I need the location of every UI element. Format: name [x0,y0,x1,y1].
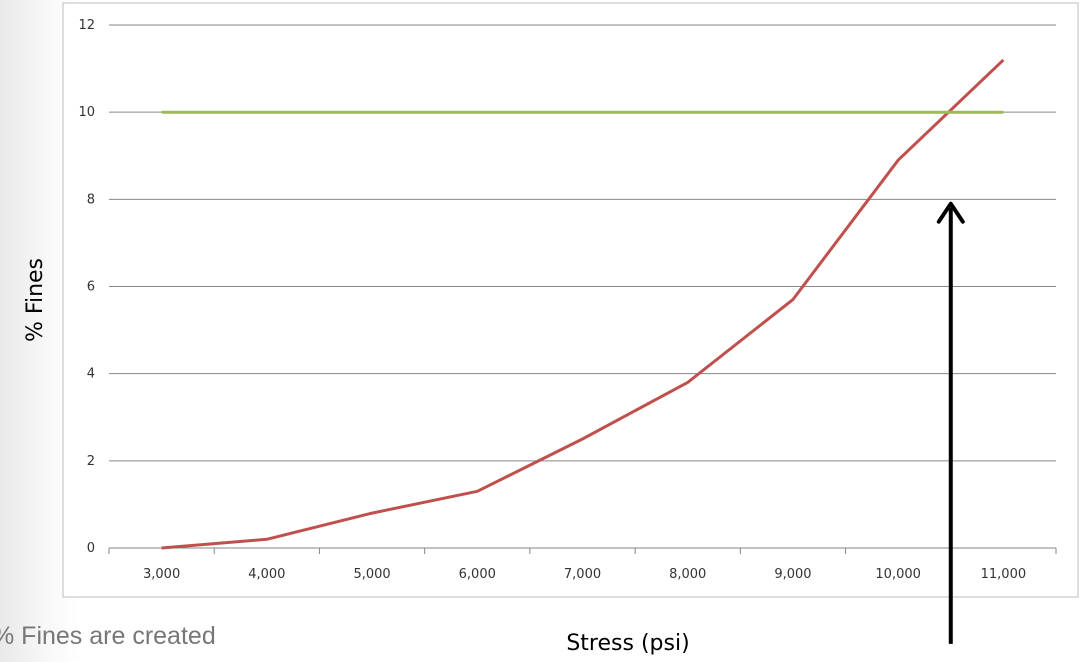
annotations [936,201,965,644]
x-tick-label: 6,000 [459,567,496,582]
y-tick-label: 2 [87,454,95,469]
x-tick-label: 5,000 [353,567,390,582]
caption-text: % Fines are created [0,622,216,650]
y-tick-label: 12 [78,18,95,33]
y-tick-label: 8 [87,192,95,207]
y-tick-label: 10 [78,105,95,120]
x-tick-label: 4,000 [248,567,285,582]
y-tick-label: 4 [87,367,95,382]
x-tick-label: 8,000 [669,567,706,582]
series-line [161,58,1005,550]
chart-frame [62,2,1079,598]
x-tick-label: 11,000 [981,567,1027,582]
grid [109,24,1056,462]
x-tick-label: 10,000 [875,567,921,582]
annotation-arrow-head [936,201,965,224]
y-tick-label: 0 [87,541,95,556]
x-tick-label: 7,000 [564,567,601,582]
axes: 0 2 4 6 8 10 12 3,000 4,000 5,000 6,000 7,000 8,000 9… [78,18,1057,582]
x-tick-label: 9,000 [774,567,811,582]
y-axis-label: % Fines [23,258,48,342]
series [161,58,1005,550]
y-tick-label: 6 [87,280,95,295]
x-tick-label: 3,000 [143,567,180,582]
x-axis-label: Stress (psi) [566,631,689,656]
